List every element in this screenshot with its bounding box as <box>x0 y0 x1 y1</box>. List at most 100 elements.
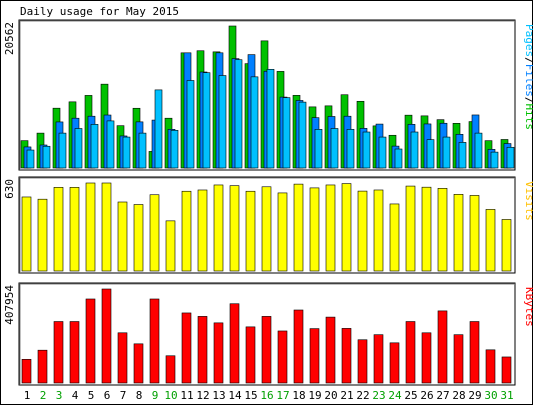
bar-kbytes-day-9 <box>149 298 160 384</box>
bar-kbytes-day-22 <box>357 339 368 384</box>
day-label: 30 <box>484 389 497 402</box>
bar-kbytes-day-1 <box>21 359 32 384</box>
bar-visits-day-2 <box>37 198 48 272</box>
bar-visits-day-5 <box>85 182 96 272</box>
day-label: 18 <box>292 389 305 402</box>
bar-visits-day-18 <box>293 183 304 272</box>
bar-pages-day-8 <box>138 132 147 169</box>
bar-kbytes-day-13 <box>213 322 224 384</box>
bar-kbytes-day-7 <box>117 332 128 384</box>
bar-pages-day-21 <box>346 129 355 169</box>
bar-pages-day-30 <box>490 151 499 169</box>
bar-kbytes-day-19 <box>309 328 320 384</box>
day-label: 24 <box>388 389 402 402</box>
day-label: 9 <box>152 389 159 402</box>
bar-visits-day-23 <box>373 189 384 272</box>
series-label-part: Pages <box>523 24 533 57</box>
bar-pages-day-20 <box>330 128 339 169</box>
bar-pages-day-7 <box>122 136 131 169</box>
bar-kbytes-day-31 <box>501 356 512 384</box>
day-label: 6 <box>104 389 111 402</box>
bar-pages-day-2 <box>42 145 51 169</box>
bar-visits-day-6 <box>101 182 112 272</box>
day-label: 8 <box>136 389 143 402</box>
bar-visits-day-4 <box>69 187 80 272</box>
bar-kbytes-day-28 <box>453 334 464 384</box>
bar-visits-day-21 <box>341 183 352 272</box>
bar-pages-day-5 <box>90 124 99 169</box>
bar-kbytes-day-17 <box>277 330 288 384</box>
day-axis-labels: 1 2 3 4 5 6 7 8 9 10 11 12 13 14 15 16 17 18 19 20 21 22 23 24 2… <box>24 389 514 402</box>
bar-kbytes-day-18 <box>293 309 304 384</box>
bar-kbytes-day-26 <box>421 332 432 384</box>
day-label: 22 <box>356 389 369 402</box>
bar-pages-day-24 <box>394 148 403 169</box>
bar-visits-day-31 <box>501 219 512 272</box>
bar-pages-day-28 <box>458 142 467 169</box>
day-label: 17 <box>276 389 289 402</box>
day-label: 20 <box>324 389 337 402</box>
panel-max-label: 407954 <box>3 285 16 325</box>
bar-pages-day-29 <box>474 132 483 169</box>
day-label: 4 <box>72 389 79 402</box>
series-label-part: / <box>523 57 533 64</box>
series-label-part: Hits <box>523 104 533 131</box>
day-label: 19 <box>308 389 321 402</box>
bar-visits-day-13 <box>213 184 224 272</box>
bar-kbytes-day-14 <box>229 303 240 384</box>
bar-visits-day-12 <box>197 189 208 272</box>
series-label-part: / <box>523 97 533 104</box>
day-label: 5 <box>88 389 95 402</box>
bar-pages-day-10 <box>170 129 179 169</box>
bar-kbytes-day-24 <box>389 342 400 384</box>
bar-visits-day-24 <box>389 203 400 272</box>
bar-kbytes-day-21 <box>341 328 352 384</box>
panel-series-label: Pages/Files/Hits <box>523 24 533 130</box>
bar-visits-day-10 <box>165 220 176 272</box>
bar-kbytes-day-27 <box>437 310 448 384</box>
bar-pages-day-1 <box>26 149 35 169</box>
day-label: 27 <box>436 389 449 402</box>
bar-kbytes-day-6 <box>101 288 112 384</box>
panel-kbytes: 407954 KBytes <box>3 282 533 386</box>
chart-title: Daily usage for May 2015 <box>20 5 179 18</box>
bar-kbytes-day-20 <box>325 316 336 384</box>
bar-visits-day-7 <box>117 201 128 272</box>
bar-kbytes-day-5 <box>85 298 96 384</box>
bar-visits-day-22 <box>357 190 368 272</box>
bar-visits-day-29 <box>469 195 480 272</box>
bar-kbytes-day-8 <box>133 343 144 384</box>
day-label: 15 <box>244 389 257 402</box>
day-label: 3 <box>56 389 63 402</box>
bar-pages-day-11 <box>186 80 195 169</box>
bar-visits-day-19 <box>309 187 320 272</box>
day-label: 31 <box>500 389 513 402</box>
bar-pages-day-15 <box>250 76 259 169</box>
bar-pages-day-25 <box>410 131 419 169</box>
day-label: 28 <box>452 389 465 402</box>
bar-visits-day-11 <box>181 190 192 272</box>
bar-kbytes-day-16 <box>261 316 272 384</box>
bar-kbytes-day-3 <box>53 321 64 384</box>
series-label-part: Visits <box>523 181 533 221</box>
chart-panels: 20562Pages/Files/Hits630Visits407954KByt… <box>3 19 533 386</box>
bar-pages-day-22 <box>362 131 371 169</box>
bar-kbytes-day-15 <box>245 326 256 384</box>
bar-visits-day-20 <box>325 184 336 272</box>
panel-series-label: Visits <box>523 181 533 221</box>
day-label: 1 <box>24 389 31 402</box>
day-label: 7 <box>120 389 127 402</box>
panel-series-label: KBytes <box>523 287 533 327</box>
bar-pages-day-9 <box>154 89 163 169</box>
bar-pages-day-14 <box>234 59 243 169</box>
bar-pages-day-18 <box>298 101 307 169</box>
bar-visits-day-15 <box>245 190 256 272</box>
bar-visits-day-14 <box>229 185 240 272</box>
bar-pages-day-17 <box>282 97 291 169</box>
bar-pages-day-6 <box>106 120 115 169</box>
bar-visits-day-9 <box>149 194 160 272</box>
bar-pages-day-19 <box>314 129 323 169</box>
series-label-part: Files <box>523 64 533 97</box>
